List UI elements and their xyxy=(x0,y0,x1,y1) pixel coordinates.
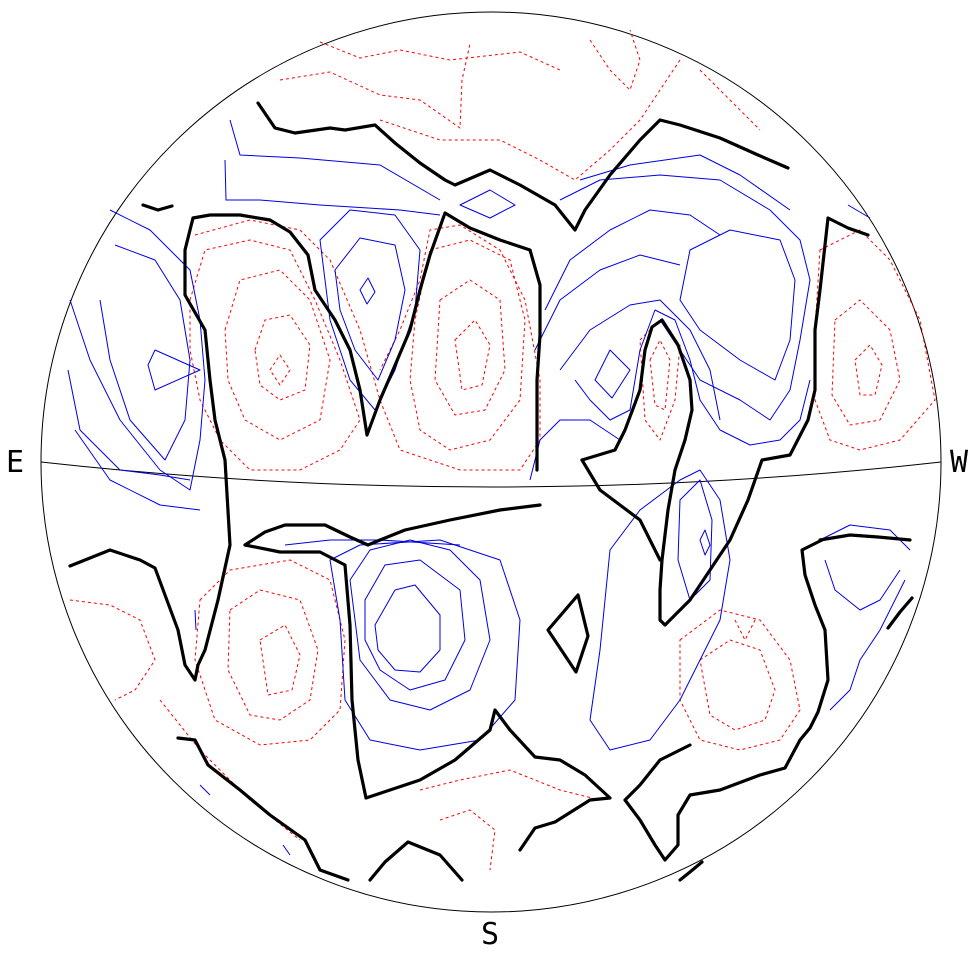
positive-contour xyxy=(69,209,206,491)
negative-contours xyxy=(69,29,936,871)
negative-contour xyxy=(69,599,156,701)
negative-contour xyxy=(854,344,883,396)
positive-contour xyxy=(534,254,681,351)
negative-contour xyxy=(439,809,496,871)
negative-contour xyxy=(194,219,541,471)
negative-contour xyxy=(409,239,526,451)
positive-contour xyxy=(99,244,191,461)
equator-line xyxy=(40,461,942,488)
positive-contour xyxy=(679,229,796,381)
east-label: E xyxy=(6,445,24,480)
positive-contour xyxy=(559,174,811,421)
negative-contour xyxy=(379,59,681,181)
globe-outline xyxy=(40,11,942,913)
negative-contour xyxy=(699,69,761,131)
positive-contour xyxy=(199,784,211,796)
positive-contour xyxy=(699,529,711,556)
zero-contour xyxy=(798,538,830,742)
positive-contour xyxy=(824,559,901,611)
negative-contour xyxy=(194,559,346,746)
positive-contour xyxy=(677,479,713,601)
zero-contour xyxy=(176,736,350,882)
positive-contour xyxy=(67,369,191,481)
negative-contour xyxy=(269,354,291,386)
negative-contour xyxy=(159,699,301,841)
negative-contour xyxy=(419,769,601,801)
zero-contour xyxy=(678,860,704,882)
negative-contour xyxy=(639,319,681,441)
negative-contour xyxy=(814,229,936,451)
west-label: W xyxy=(950,445,969,480)
positive-contour xyxy=(544,209,721,311)
negative-contour xyxy=(189,239,361,471)
negative-contour xyxy=(454,319,491,391)
positive-contour xyxy=(559,299,721,421)
positive-contour xyxy=(529,419,621,481)
positive-contour xyxy=(194,609,197,631)
positive-contour xyxy=(359,277,376,305)
south-label: S xyxy=(481,917,499,952)
positive-contour xyxy=(374,584,441,673)
zero-contour xyxy=(623,738,802,862)
negative-contour xyxy=(734,619,756,641)
positive-contour xyxy=(224,159,441,216)
zero-contour xyxy=(243,503,542,547)
zero-contour xyxy=(580,458,662,562)
zero-contour xyxy=(886,596,914,630)
zero-contour xyxy=(546,593,590,674)
negative-contour xyxy=(589,29,641,91)
positive-contour xyxy=(459,189,516,219)
negative-contour xyxy=(434,279,506,416)
negative-contour xyxy=(227,589,319,721)
zero-contour xyxy=(68,216,232,682)
negative-contour xyxy=(319,41,561,71)
zero-contour xyxy=(243,543,612,852)
positive-contour xyxy=(589,469,731,751)
positive-contour xyxy=(594,349,631,399)
positive-contour xyxy=(282,844,291,856)
positive-contour xyxy=(329,539,521,751)
zero-contour xyxy=(818,533,912,542)
zero-contour xyxy=(368,840,464,882)
negative-contour xyxy=(254,314,311,401)
zero-contour xyxy=(580,216,870,627)
zero-contours xyxy=(68,101,914,882)
positive-contour xyxy=(229,119,441,201)
positive-contours xyxy=(67,119,911,856)
positive-contour xyxy=(74,429,201,511)
positive-contour xyxy=(847,204,871,219)
negative-contour xyxy=(831,299,901,426)
positive-contour xyxy=(364,559,466,691)
positive-contour xyxy=(829,579,906,711)
zero-contour xyxy=(141,203,174,212)
positive-contour xyxy=(349,539,491,711)
negative-contour xyxy=(699,639,776,731)
positive-contour xyxy=(334,237,406,381)
negative-contour xyxy=(259,624,301,696)
zero-contour xyxy=(256,101,790,232)
negative-contour xyxy=(224,269,331,441)
zero-contour xyxy=(191,211,542,472)
positive-contour xyxy=(574,309,811,446)
negative-contour xyxy=(649,339,671,411)
negative-contour xyxy=(679,609,801,751)
positive-contour xyxy=(147,349,201,391)
negative-contour xyxy=(279,43,471,129)
positive-contour xyxy=(579,154,791,211)
